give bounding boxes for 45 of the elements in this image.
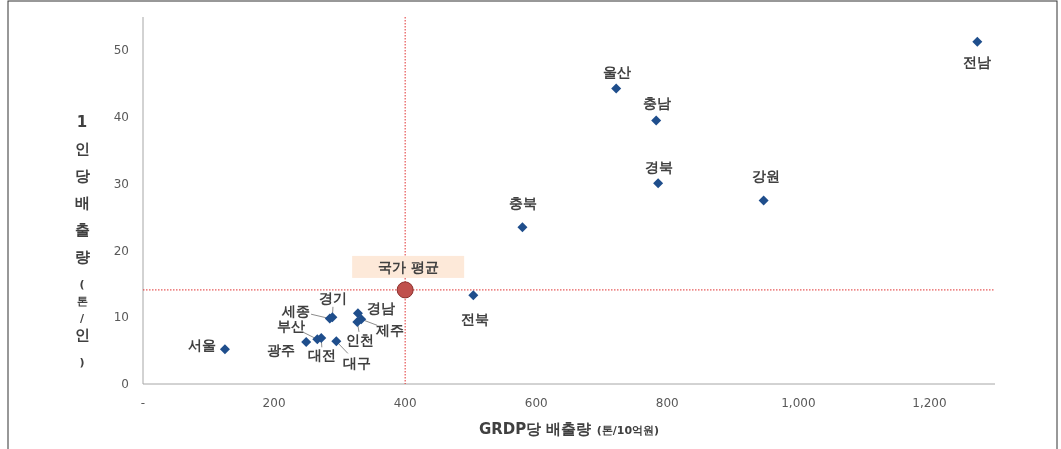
point: [972, 36, 983, 47]
annotation: 충남: [643, 95, 672, 112]
point: [653, 178, 664, 189]
point: [301, 336, 312, 347]
point: [468, 290, 479, 301]
text: 1인당 배출량 (톤/인): [74, 113, 90, 369]
x-tick-label: 1,000: [781, 396, 816, 410]
y-tick-label: 10: [113, 310, 129, 325]
annotation: 대구: [343, 355, 372, 372]
annotation: 전북: [461, 311, 490, 328]
annotation: 경기: [319, 290, 348, 307]
point: [352, 308, 363, 319]
x-tick-label: 600: [524, 396, 548, 410]
x-tick-label: 400: [393, 396, 417, 410]
y-tick-label: 40: [113, 110, 129, 125]
annotation: 제주: [375, 322, 405, 339]
annotation: 인천: [346, 331, 375, 348]
y-tick-label: 20: [113, 243, 129, 258]
annotation: 대전: [308, 346, 337, 363]
annotation: 울산: [603, 64, 632, 81]
point: [331, 336, 342, 347]
annotation: 강원: [751, 167, 780, 184]
y-tick-label: 30: [113, 176, 129, 191]
annotation: 부산: [277, 318, 306, 335]
point: [758, 195, 769, 206]
x-tick-label: 1,200: [912, 396, 947, 410]
point: [517, 222, 528, 233]
x-tick-label: -: [140, 396, 146, 410]
annotation: 경남: [366, 300, 395, 317]
point: [611, 83, 622, 94]
point: [219, 344, 230, 355]
y-tick-label: 50: [113, 43, 129, 58]
y-tick-label: 0: [121, 377, 129, 391]
annotation: 충북: [509, 195, 538, 212]
annotation: 서울: [187, 337, 216, 354]
point: [396, 281, 414, 299]
x-tick-label: 200: [262, 396, 286, 410]
annotation: 전남: [963, 53, 992, 70]
x-axis-title: GRDP당 배출량 (톤/10억원): [478, 420, 660, 438]
annotation: 국가 평균: [377, 258, 439, 275]
annotation: 세종: [280, 302, 310, 319]
x-tick-label: 800: [655, 396, 679, 410]
annotation: 광주: [267, 341, 296, 358]
point: [651, 115, 662, 126]
annotation: 경북: [645, 159, 674, 176]
